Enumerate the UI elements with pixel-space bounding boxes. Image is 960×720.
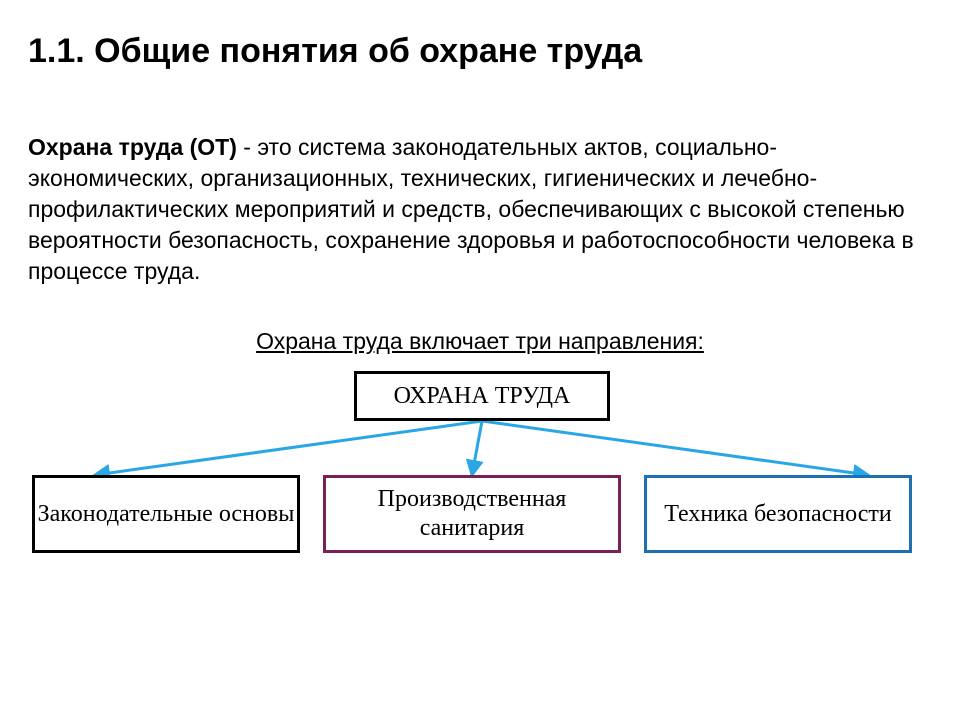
connector-line-2 (472, 421, 482, 475)
diagram-root-node: ОХРАНА ТРУДА (354, 371, 610, 421)
diagram-child-node-2: Производственная санитария (323, 475, 621, 553)
child-1-label: Законодательные основы (38, 500, 295, 529)
diagram-child-node-3: Техника безопасности (644, 475, 912, 553)
child-2-label: Производственная санитария (326, 485, 618, 543)
definition-paragraph: Охрана труда (ОТ) - это система законода… (28, 132, 932, 287)
child-3-label: Техника безопасности (664, 500, 891, 529)
connector-line-1 (95, 421, 482, 475)
definition-term: Охрана труда (ОТ) (28, 134, 237, 160)
page-title: 1.1. Общие понятия об охране труда (28, 32, 642, 71)
root-label: ОХРАНА ТРУДА (394, 382, 571, 411)
connector-line-3 (482, 421, 868, 475)
diagram-connectors (0, 0, 960, 720)
diagram-child-node-1: Законодательные основы (32, 475, 300, 553)
subtitle: Охрана труда включает три направления: (0, 328, 960, 355)
